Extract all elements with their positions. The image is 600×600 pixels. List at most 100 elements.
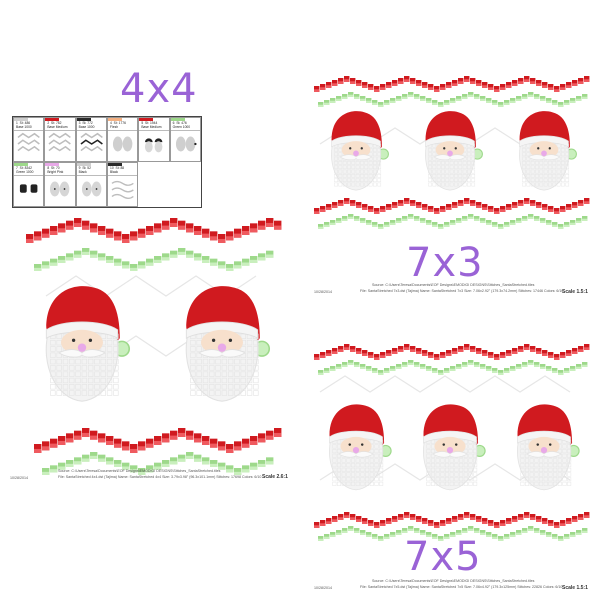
santa-head (331, 111, 389, 191)
ribbon-block (560, 520, 566, 526)
ribbon-block (234, 261, 242, 269)
beard-texture (234, 384, 240, 390)
ribbon-block (440, 206, 446, 212)
beard-texture (81, 390, 88, 396)
ribbon-block (342, 362, 348, 367)
beard-texture (436, 161, 441, 165)
ribbon-shade (572, 205, 578, 208)
ribbon-block (402, 362, 408, 367)
ribbon-shade (398, 203, 404, 206)
beard-texture (75, 377, 81, 384)
ribbon-shade (528, 362, 534, 365)
beard-texture (529, 458, 534, 463)
ribbon-block (474, 216, 480, 221)
beard-texture (346, 467, 351, 472)
santa-face (528, 436, 560, 456)
ribbon-shade (122, 265, 130, 269)
ribbon-block (332, 202, 338, 208)
ribbon-shade (366, 534, 372, 537)
beard-texture (87, 377, 94, 384)
beard-texture (332, 449, 337, 454)
ribbon-block (234, 441, 242, 451)
beard-texture (459, 458, 464, 463)
beard-texture (553, 472, 558, 477)
ribbon-shade (266, 435, 274, 440)
beard-texture (426, 477, 431, 482)
ribbon-shade (332, 519, 338, 522)
ribbon-shade (570, 100, 576, 103)
ribbon-shade (468, 216, 474, 219)
ribbon-shade (226, 448, 234, 453)
beard-texture (342, 165, 347, 170)
ribbon-block (384, 534, 390, 539)
ribbon-block (534, 216, 540, 221)
santa-nose (540, 447, 548, 454)
ribbon-block (414, 94, 420, 99)
beard-texture (196, 384, 202, 390)
ribbon-block (432, 222, 438, 227)
ribbon-shade (494, 357, 500, 360)
ribbon-block (546, 220, 552, 225)
santa-eye (228, 338, 233, 342)
beard-texture (50, 371, 56, 377)
ribbon-block (510, 532, 516, 537)
beard-texture (449, 169, 454, 174)
color-swatch: 10 St: 88 Black (107, 162, 139, 207)
beard-texture (227, 365, 234, 371)
swatch-wave (111, 187, 134, 193)
beard-texture (463, 481, 468, 486)
ribbon-block (510, 98, 516, 103)
ribbon-shade (186, 455, 194, 459)
ribbon-shade (518, 517, 524, 520)
beard-texture (377, 178, 382, 183)
ribbon-block (390, 532, 396, 537)
ribbon-shade (500, 355, 506, 358)
ribbon-block (434, 86, 440, 92)
ribbon-shade (66, 463, 74, 467)
ribbon-shade (530, 517, 536, 520)
ribbon-shade (186, 228, 194, 233)
beard-texture (428, 161, 432, 165)
beard-texture (337, 477, 342, 482)
beard-texture (221, 377, 228, 384)
ribbon-block (274, 220, 282, 230)
beard-texture (360, 472, 365, 477)
ribbon-block (378, 370, 384, 375)
ribbon-shade (82, 458, 90, 462)
ribbon-block (50, 258, 58, 266)
beard-texture (62, 377, 69, 384)
design-4x4 (26, 218, 282, 475)
beard-texture (431, 449, 436, 454)
swatch-caption: 6 St: 476 Green 1000 (170, 118, 200, 131)
beard-texture (468, 472, 473, 477)
ribbon-block (470, 200, 476, 206)
ribbon-block (536, 348, 542, 354)
ribbon-block (356, 516, 362, 522)
beard-texture (525, 449, 530, 454)
ribbon-block (390, 98, 396, 103)
ribbon-shade (336, 220, 342, 223)
ribbon-block (582, 362, 588, 367)
ribbon-shade (170, 254, 178, 258)
beard-texture (379, 481, 384, 486)
beard-texture (565, 148, 570, 152)
swatch-face (145, 141, 154, 153)
ribbon-block (82, 220, 90, 230)
ribbon-block (90, 223, 98, 233)
ribbon-block (386, 350, 392, 356)
beard-texture (332, 472, 337, 477)
ribbon-shade (138, 446, 146, 451)
beard-texture (342, 161, 347, 165)
ribbon-shade (438, 104, 444, 107)
beard-texture (449, 458, 454, 463)
swatch-face (112, 136, 123, 152)
swatch-color-bar (45, 118, 60, 121)
beard-texture (69, 384, 75, 390)
ribbon-shade (534, 218, 540, 221)
ribbon-block (210, 231, 218, 241)
beard-texture (190, 365, 196, 371)
ribbon-block (66, 220, 74, 230)
ribbon-shade (202, 259, 210, 263)
ribbon-block (510, 220, 516, 225)
beard-texture (341, 458, 346, 463)
